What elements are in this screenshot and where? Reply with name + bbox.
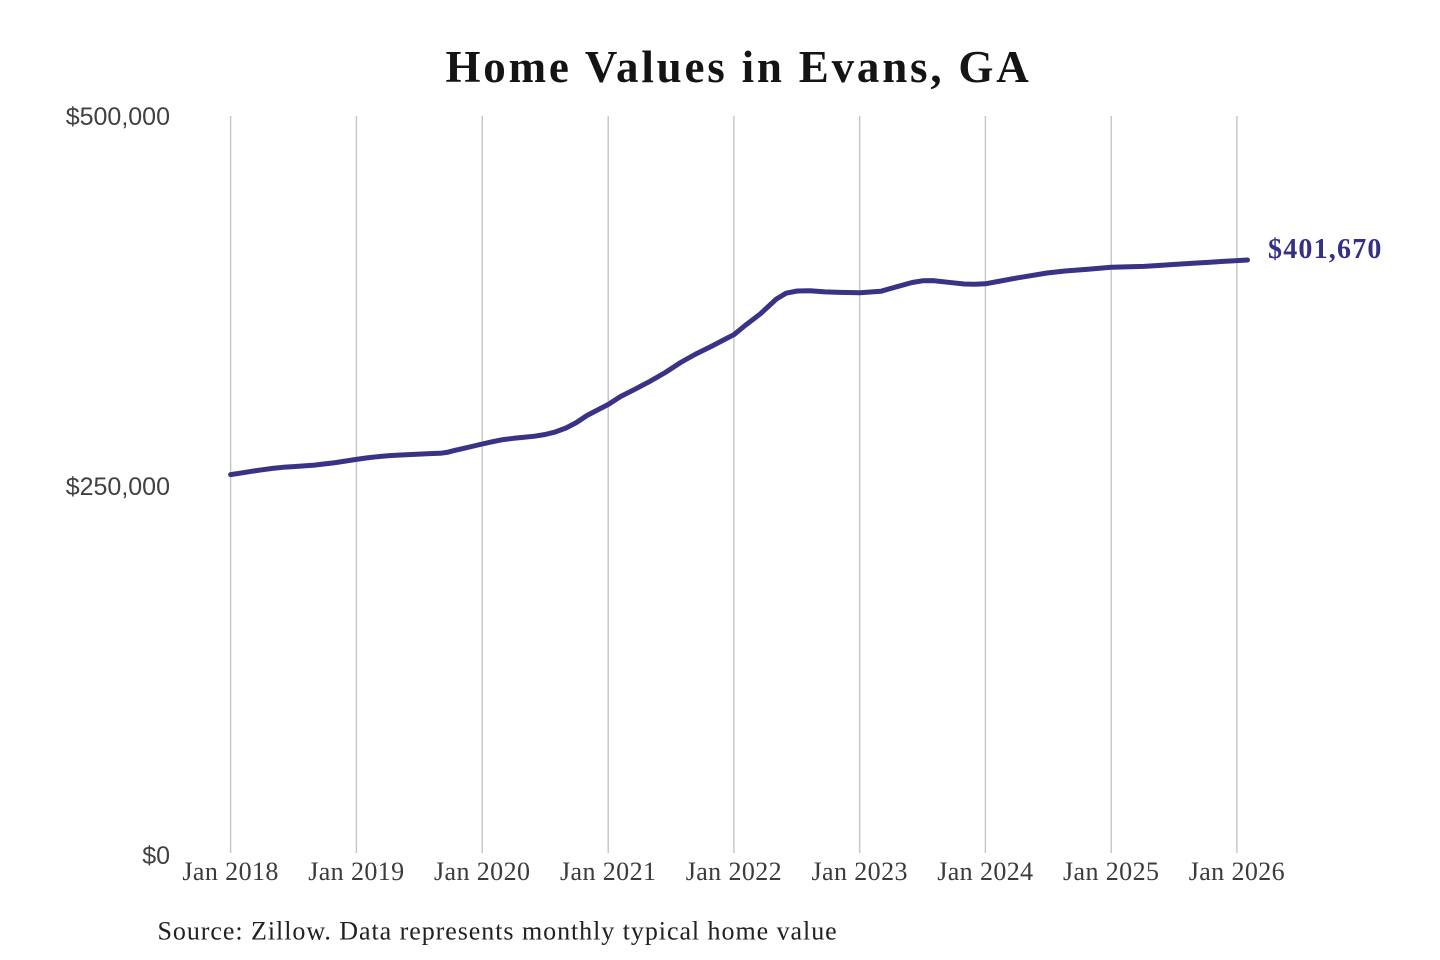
svg-text:Jan 2022: Jan 2022 bbox=[686, 857, 782, 886]
svg-text:Jan 2020: Jan 2020 bbox=[434, 857, 530, 886]
svg-text:Jan 2018: Jan 2018 bbox=[182, 857, 278, 886]
svg-text:$500,000: $500,000 bbox=[66, 103, 170, 131]
svg-text:Jan 2021: Jan 2021 bbox=[560, 857, 656, 886]
svg-text:$0: $0 bbox=[142, 842, 170, 870]
svg-text:Jan 2019: Jan 2019 bbox=[308, 857, 404, 886]
svg-text:Source: Zillow. Data represent: Source: Zillow. Data represents monthly … bbox=[158, 917, 838, 946]
svg-text:$401,670: $401,670 bbox=[1268, 234, 1383, 265]
svg-text:Home Values in Evans, GA: Home Values in Evans, GA bbox=[445, 42, 1031, 92]
svg-text:Jan 2023: Jan 2023 bbox=[812, 857, 908, 886]
svg-text:Jan 2024: Jan 2024 bbox=[937, 857, 1033, 886]
svg-text:$250,000: $250,000 bbox=[66, 473, 170, 501]
svg-text:Jan 2026: Jan 2026 bbox=[1189, 857, 1285, 886]
svg-text:Jan 2025: Jan 2025 bbox=[1063, 857, 1159, 886]
